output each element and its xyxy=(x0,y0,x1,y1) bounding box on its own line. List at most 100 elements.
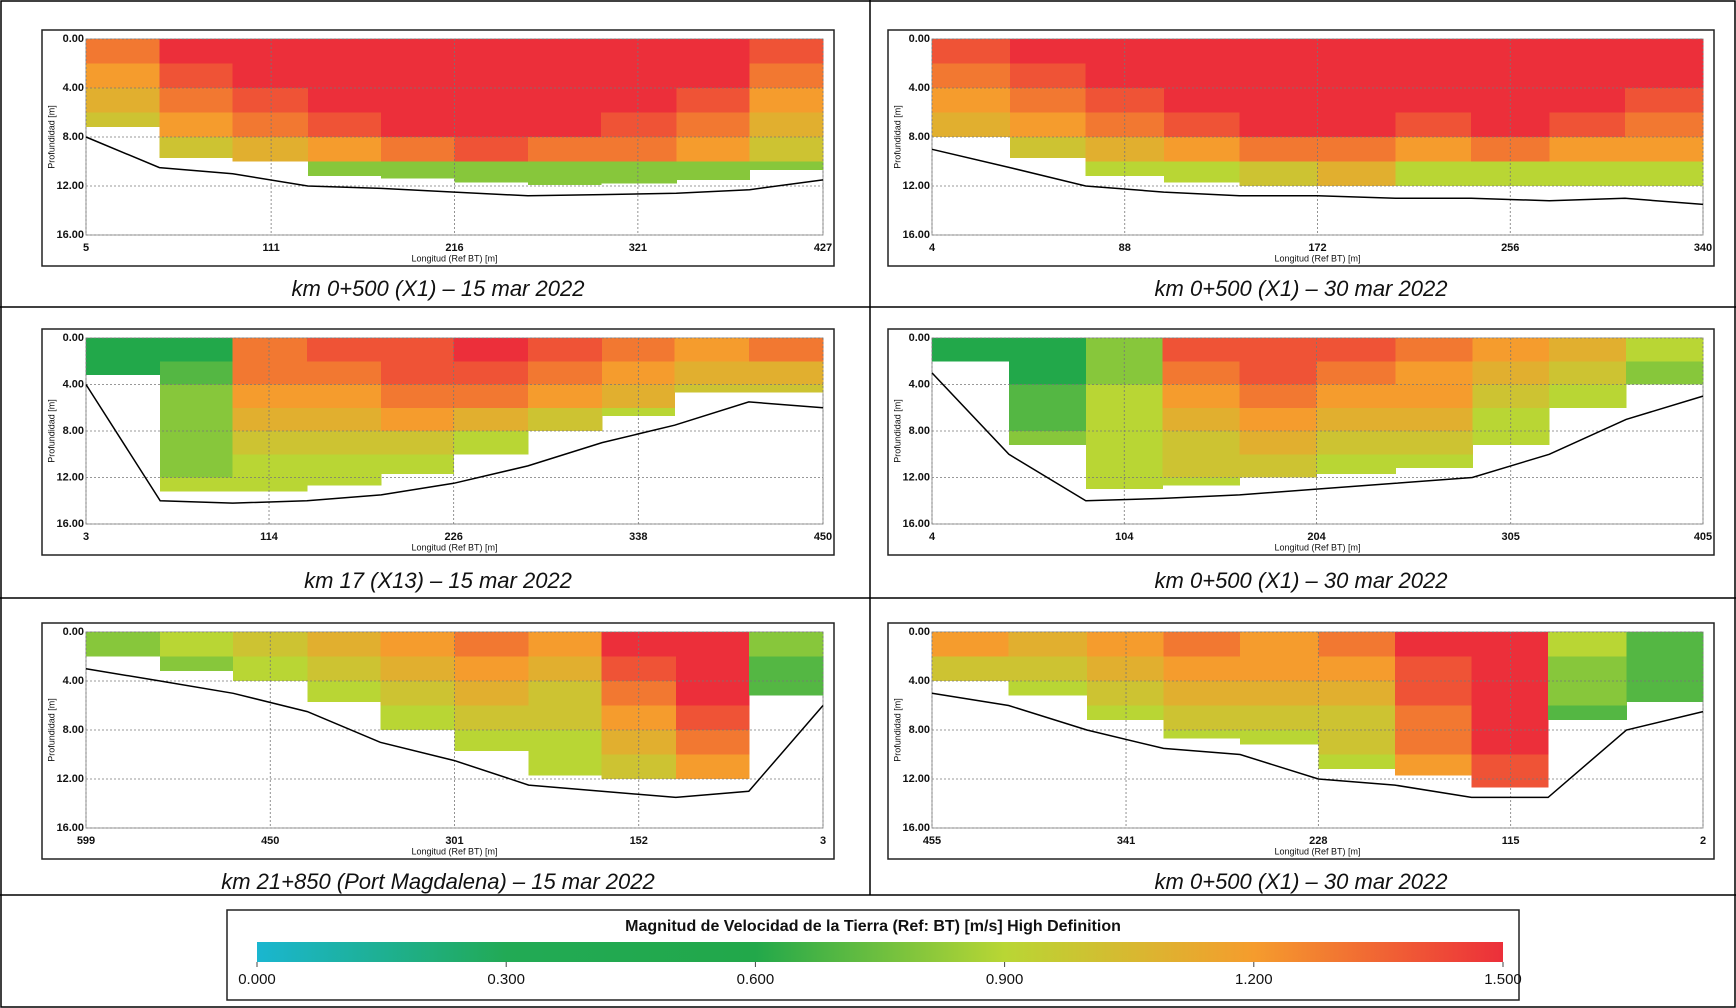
velocity-cell xyxy=(675,632,750,657)
velocity-cell xyxy=(232,137,309,162)
velocity-cell xyxy=(381,63,455,88)
velocity-cell xyxy=(1240,730,1319,745)
velocity-cell xyxy=(160,656,234,672)
velocity-cell xyxy=(748,384,824,393)
velocity-cell xyxy=(528,656,603,681)
velocity-cell xyxy=(1394,754,1473,776)
x-tick-label: 228 xyxy=(1309,835,1327,847)
velocity-cell xyxy=(1239,454,1318,478)
velocity-cell xyxy=(932,39,1011,64)
velocity-cell xyxy=(1010,137,1087,158)
velocity-cell xyxy=(1316,384,1396,408)
x-tick-label: 305 xyxy=(1502,531,1520,543)
velocity-cell xyxy=(1549,137,1626,162)
velocity-cell xyxy=(1239,137,1318,162)
x-tick-label: 3 xyxy=(820,835,826,847)
y-tick-label: 0.00 xyxy=(63,33,84,45)
velocity-cell xyxy=(454,656,530,681)
velocity-cell xyxy=(675,681,750,706)
velocity-cell xyxy=(1239,39,1318,64)
x-tick-label: 5 xyxy=(83,242,89,254)
velocity-cell xyxy=(380,705,455,730)
y-tick-label: 0.00 xyxy=(909,332,930,344)
velocity-cell xyxy=(306,407,382,431)
velocity-cell xyxy=(1626,338,1704,362)
velocity-cell xyxy=(1240,656,1319,681)
y-tick-label: 12.00 xyxy=(56,773,84,785)
colorbar-tick-label: 0.300 xyxy=(487,971,525,988)
velocity-cell xyxy=(1395,361,1473,385)
velocity-cell xyxy=(1318,705,1396,730)
velocity-cell xyxy=(527,407,603,431)
velocity-cell xyxy=(602,361,676,385)
velocity-cell xyxy=(528,705,603,730)
bed-line xyxy=(85,384,824,504)
velocity-cell xyxy=(528,754,603,776)
y-axis-label: Profundidad [m] xyxy=(46,399,56,463)
y-axis-label: Profundidad [m] xyxy=(892,399,902,463)
velocity-cell xyxy=(1010,88,1087,113)
velocity-cell xyxy=(932,632,1010,657)
x-tick-label: 450 xyxy=(261,835,279,847)
y-tick-label: 16.00 xyxy=(56,518,84,530)
velocity-cell xyxy=(932,656,1010,681)
velocity-cell xyxy=(1318,754,1396,770)
velocity-cell xyxy=(1395,338,1473,362)
velocity-cell xyxy=(1472,338,1550,362)
velocity-cell xyxy=(1162,338,1241,362)
velocity-cell xyxy=(1549,112,1626,137)
velocity-cell xyxy=(1317,112,1397,137)
velocity-cell xyxy=(676,137,751,162)
x-axis-label: Longitud (Ref BT) [m] xyxy=(1274,542,1360,552)
velocity-cell xyxy=(1395,63,1472,88)
x-axis-label: Longitud (Ref BT) [m] xyxy=(1274,253,1360,263)
velocity-cell xyxy=(232,384,308,408)
velocity-cell xyxy=(86,112,160,128)
velocity-cell xyxy=(1395,431,1473,455)
y-tick-label: 4.00 xyxy=(909,378,930,390)
velocity-cell xyxy=(527,39,602,64)
velocity-cell xyxy=(749,161,824,171)
cells xyxy=(86,39,824,185)
velocity-cell xyxy=(1239,361,1318,385)
velocity-cell xyxy=(1085,338,1164,362)
velocity-cell xyxy=(1395,39,1472,64)
velocity-cell xyxy=(1549,63,1626,88)
velocity-cell xyxy=(1395,161,1472,186)
velocity-cell xyxy=(1394,656,1473,681)
velocity-cell xyxy=(381,112,455,137)
velocity-cell xyxy=(1317,39,1397,64)
velocity-cell xyxy=(454,39,529,64)
caption: km 0+500 (X1) – 30 mar 2022 xyxy=(1155,568,1448,593)
velocity-cell xyxy=(528,632,603,657)
x-tick-label: 88 xyxy=(1119,242,1131,254)
velocity-cell xyxy=(1394,705,1473,730)
velocity-cell xyxy=(1239,112,1318,137)
x-tick-label: 104 xyxy=(1115,531,1134,543)
y-tick-label: 8.00 xyxy=(63,425,84,437)
velocity-cell xyxy=(232,361,308,385)
velocity-cell xyxy=(1239,338,1318,362)
bed-line xyxy=(85,668,824,799)
velocity-cell xyxy=(932,338,1010,362)
velocity-cell xyxy=(381,338,455,362)
y-tick-label: 0.00 xyxy=(909,626,930,638)
velocity-cell xyxy=(1162,454,1241,478)
velocity-cell xyxy=(1162,361,1241,385)
velocity-cell xyxy=(601,161,677,184)
velocity-cell xyxy=(381,88,455,113)
velocity-cell xyxy=(160,477,234,492)
velocity-cell xyxy=(159,88,234,113)
velocity-cell xyxy=(232,431,308,455)
velocity-cell xyxy=(748,656,824,681)
y-tick-label: 0.00 xyxy=(63,332,84,344)
velocity-cell xyxy=(1316,454,1396,475)
velocity-cell xyxy=(86,632,161,657)
colorbar xyxy=(257,942,1503,962)
velocity-cell xyxy=(676,161,751,180)
velocity-cell xyxy=(1086,656,1164,681)
velocity-cell xyxy=(527,112,602,137)
x-axis-label: Longitud (Ref BT) [m] xyxy=(411,846,497,856)
velocity-cell xyxy=(1471,161,1550,186)
velocity-cell xyxy=(307,681,381,702)
